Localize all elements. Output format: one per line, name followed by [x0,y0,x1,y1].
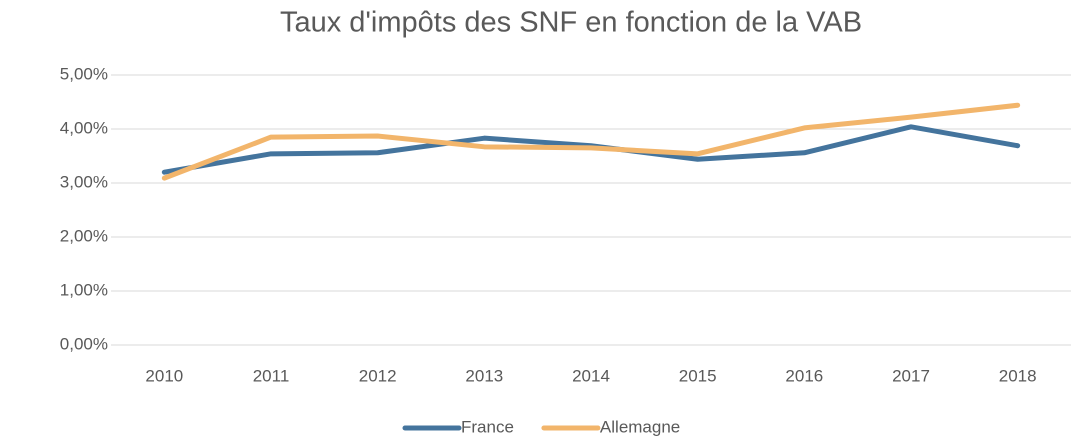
chart-title: Taux d'impôts des SNF en fonction de la … [280,7,862,39]
x-tick-label: 2012 [359,366,397,385]
x-tick-label: 2010 [145,366,183,385]
x-tick-label: 2011 [253,366,290,385]
legend-label: Allemagne [600,417,680,436]
y-tick-label: 5,00% [60,64,108,83]
x-tick-label: 2018 [999,366,1037,385]
y-tick-label: 2,00% [60,226,108,245]
x-tick-label: 2017 [892,366,930,385]
legend-label: France [461,417,514,436]
line-series [161,102,1021,181]
x-tick-label: 2015 [679,366,717,385]
y-tick-label: 1,00% [60,280,108,299]
y-tick-label: 4,00% [60,118,108,137]
x-tick-label: 2013 [465,366,503,385]
x-tick-label: 2014 [572,366,610,385]
x-tick-label: 2016 [785,366,823,385]
y-tick-label: 0,00% [60,334,108,353]
y-tick-label: 3,00% [60,172,108,191]
